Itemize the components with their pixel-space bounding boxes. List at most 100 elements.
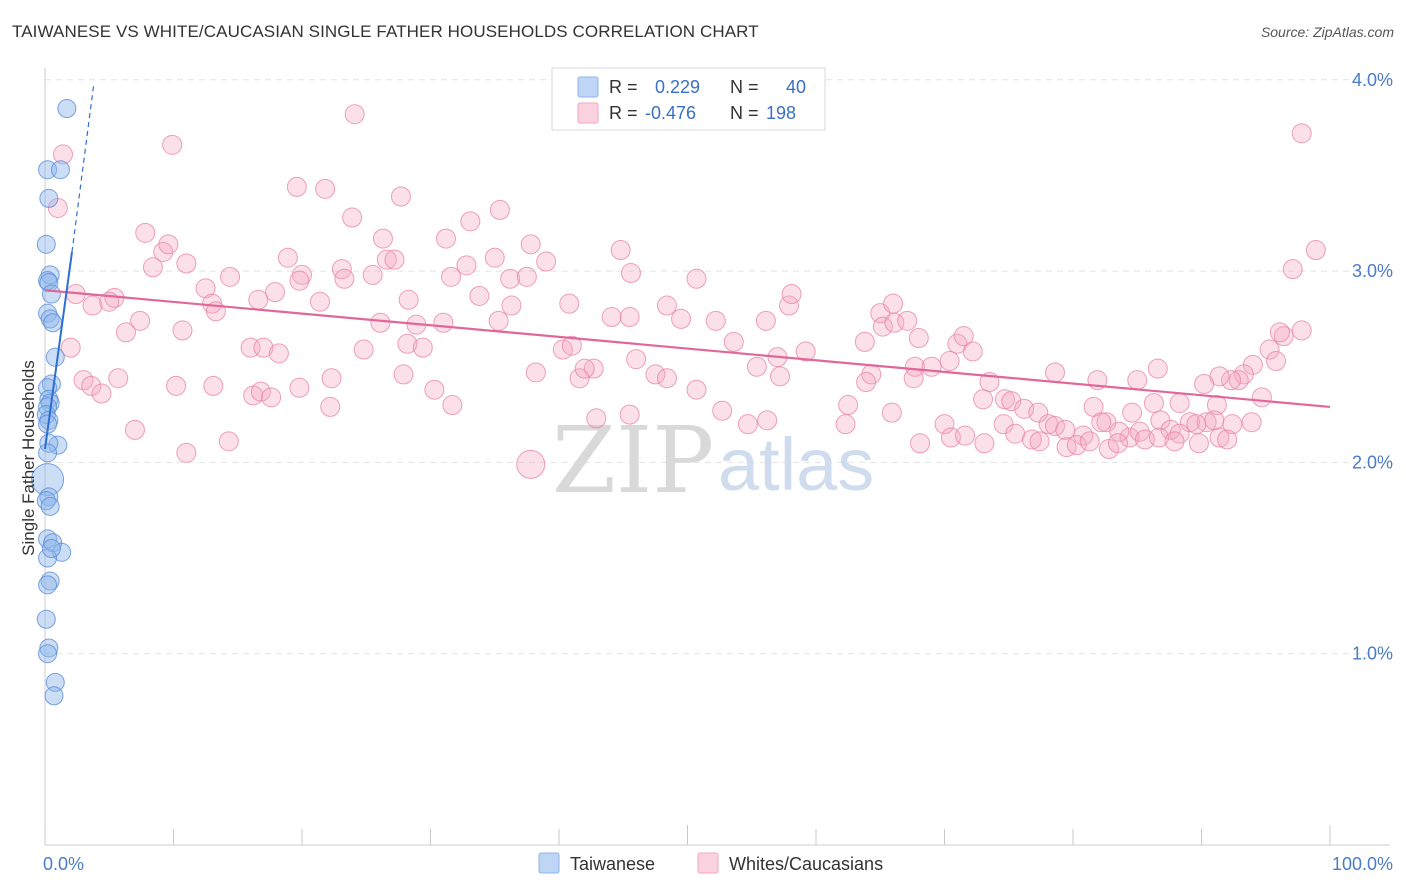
white-point: [781, 284, 802, 305]
white-point: [289, 377, 310, 398]
white-point: [372, 228, 393, 249]
legend-swatch-white: [577, 102, 599, 124]
white-point: [1073, 425, 1094, 446]
top-legend: R = 0.229 N = 40 R = -0.476 N = 198: [551, 67, 826, 131]
taiwanese-trendline-extension: [71, 83, 95, 253]
taiwanese-point: [41, 284, 61, 304]
white-point: [124, 419, 145, 440]
white-point: [489, 199, 510, 220]
white-point: [135, 222, 156, 243]
white-point: [52, 144, 73, 165]
white-point: [353, 339, 374, 360]
white-point: [277, 247, 298, 268]
white-point: [1122, 402, 1143, 423]
white-point: [166, 375, 187, 396]
white-point: [934, 414, 955, 435]
white-point: [795, 341, 816, 362]
white-point: [1259, 339, 1280, 360]
white-point: [712, 400, 733, 421]
white-point: [656, 295, 677, 316]
white-point: [559, 293, 580, 314]
bottom-legend-white: Whites/Caucasians: [729, 854, 883, 874]
legend-n-value-2: 198: [766, 103, 796, 123]
white-point: [289, 270, 310, 291]
white-point: [610, 240, 631, 261]
white-point: [1228, 370, 1249, 391]
taiwanese-point: [39, 188, 59, 208]
white-point: [158, 234, 179, 255]
white-point: [525, 362, 546, 383]
white-caucasian-points: [47, 104, 1326, 479]
white-point: [390, 186, 411, 207]
legend-n-label-1: N =: [730, 77, 759, 97]
white-point: [1001, 391, 1022, 412]
white-point: [342, 207, 363, 228]
white-point: [248, 289, 269, 310]
white-point: [108, 368, 129, 389]
white-point: [1107, 433, 1128, 454]
white-point: [435, 228, 456, 249]
white-point: [320, 396, 341, 417]
white-point: [601, 307, 622, 328]
taiwanese-point: [36, 234, 56, 254]
taiwanese-point: [41, 538, 61, 558]
taiwanese-point: [40, 496, 60, 516]
white-point: [574, 358, 595, 379]
white-point: [854, 331, 875, 352]
white-point: [1269, 322, 1290, 343]
white-point: [939, 351, 960, 372]
white-point: [1209, 427, 1230, 448]
white-point: [1066, 435, 1087, 456]
white-point: [441, 266, 462, 287]
white-point: [921, 356, 942, 377]
legend-r-label-2: R =: [609, 103, 638, 123]
x-tick-labels: 0.0% 100.0%: [43, 854, 1393, 874]
white-point: [835, 414, 856, 435]
white-point: [397, 333, 418, 354]
white-point: [1045, 416, 1066, 437]
white-point: [686, 379, 707, 400]
taiwanese-point: [43, 313, 63, 333]
white-point: [1291, 320, 1312, 341]
white-point: [962, 341, 983, 362]
taiwanese-point: [39, 638, 59, 658]
white-point: [176, 442, 197, 463]
white-point: [1055, 419, 1076, 440]
watermark-zip: ZIP: [552, 407, 714, 514]
taiwanese-point: [31, 463, 65, 497]
white-point: [1005, 423, 1026, 444]
y-tick-label-1: 2.0%: [1352, 452, 1393, 472]
white-point: [569, 368, 590, 389]
white-point: [973, 389, 994, 410]
taiwanese-points: [31, 98, 77, 706]
white-point: [1251, 387, 1272, 408]
white-point: [130, 310, 151, 331]
gridlines: [45, 79, 1390, 655]
taiwanese-point: [50, 160, 70, 180]
white-point: [376, 249, 397, 270]
white-point: [910, 433, 931, 454]
legend-r-label-1: R =: [609, 77, 638, 97]
white-point: [755, 310, 776, 331]
bottom-legend-taiwanese: Taiwanese: [570, 854, 655, 874]
white-point: [536, 251, 557, 272]
white-point: [370, 312, 391, 333]
white-point: [561, 335, 582, 356]
bottom-legend-swatch-taiwanese: [538, 852, 560, 874]
white-point: [384, 249, 405, 270]
white-point: [955, 425, 976, 446]
white-point: [1056, 437, 1077, 458]
white-point: [91, 383, 112, 404]
white-point: [583, 358, 604, 379]
white-point: [620, 263, 641, 284]
white-point: [321, 368, 342, 389]
white-point: [723, 331, 744, 352]
white-point: [412, 337, 433, 358]
white-point: [220, 266, 241, 287]
white-point: [903, 368, 924, 389]
white-point: [1029, 431, 1050, 452]
white-point: [1186, 414, 1207, 435]
taiwanese-point: [57, 98, 77, 118]
taiwanese-point: [38, 575, 58, 595]
y-tick-label-2: 3.0%: [1352, 261, 1393, 281]
